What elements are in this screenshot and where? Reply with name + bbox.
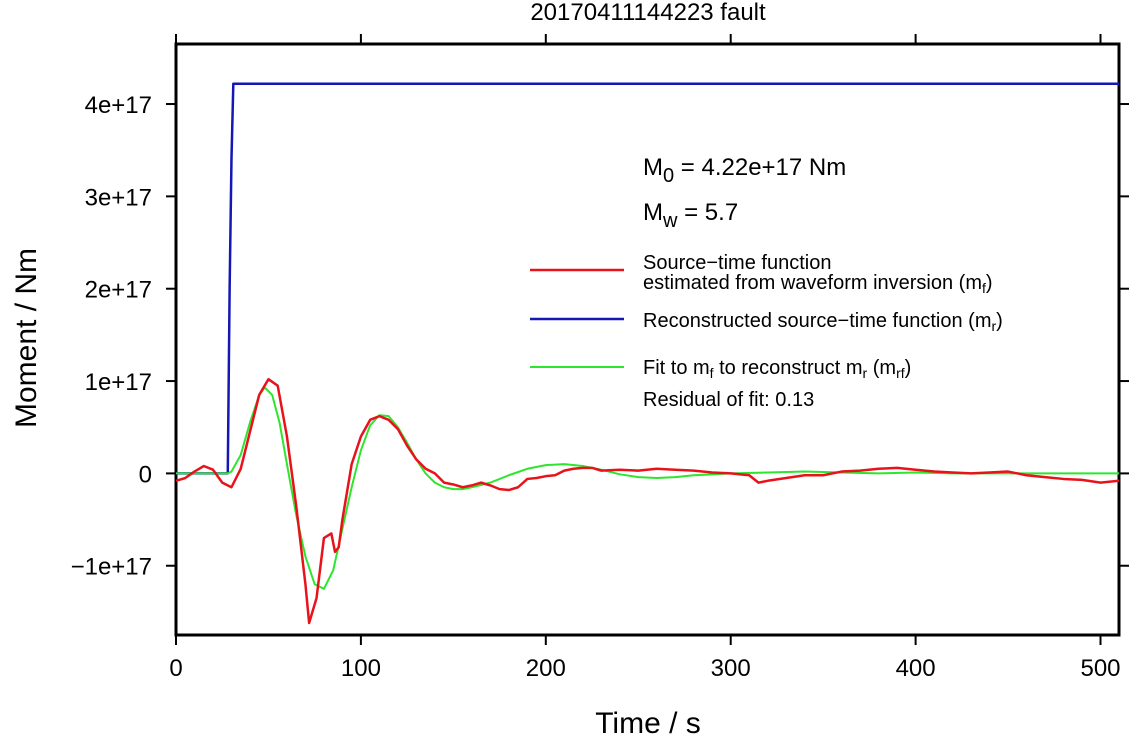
legend-label-red-line2: estimated from waveform inversion (mf): [643, 272, 993, 296]
x-tick-label: 200: [526, 655, 566, 682]
legend-label-blue: Reconstructed source−time function (mr): [643, 310, 1003, 334]
x-axis-label: Time / s: [595, 707, 701, 736]
series-line-green: [176, 386, 1119, 590]
legend-label-red-line1: Source−time function: [643, 252, 831, 274]
y-axis-label: Moment / Nm: [10, 248, 43, 428]
legend: Source−time function estimated from wave…: [530, 252, 1003, 411]
x-tick-label: 400: [896, 655, 936, 682]
y-tick-label: 4e+17: [85, 92, 152, 119]
y-tick-label: 0: [139, 461, 152, 488]
y-tick-label: 3e+17: [85, 184, 152, 211]
x-tick-label: 0: [169, 655, 182, 682]
m0-annotation: M0 = 4.22e+17 Nm: [643, 154, 846, 187]
x-tick-label: 300: [711, 655, 751, 682]
mw-annotation: Mw = 5.7: [643, 199, 738, 232]
y-tick-label: −1e+17: [71, 554, 152, 581]
series-layer: [175, 82, 1120, 625]
plot-frame: [174, 42, 1121, 637]
series-line-red: [175, 377, 1120, 625]
chart-title: 20170411144223 fault: [530, 0, 766, 26]
residual-annotation: Residual of fit: 0.13: [643, 389, 814, 411]
y-tick-label: 2e+17: [85, 277, 152, 304]
x-tick-label: 100: [341, 655, 381, 682]
x-axis-ticks: 0 100 200 300 400 500: [169, 34, 1121, 682]
y-tick-label: 1e+17: [85, 369, 152, 396]
legend-label-green: Fit to mf to reconstruct mr (mrf): [643, 357, 911, 381]
y-axis-ticks: −1e+17 0 1e+17 2e+17 3e+17 4e+17: [71, 92, 1129, 581]
x-tick-label: 500: [1080, 655, 1120, 682]
